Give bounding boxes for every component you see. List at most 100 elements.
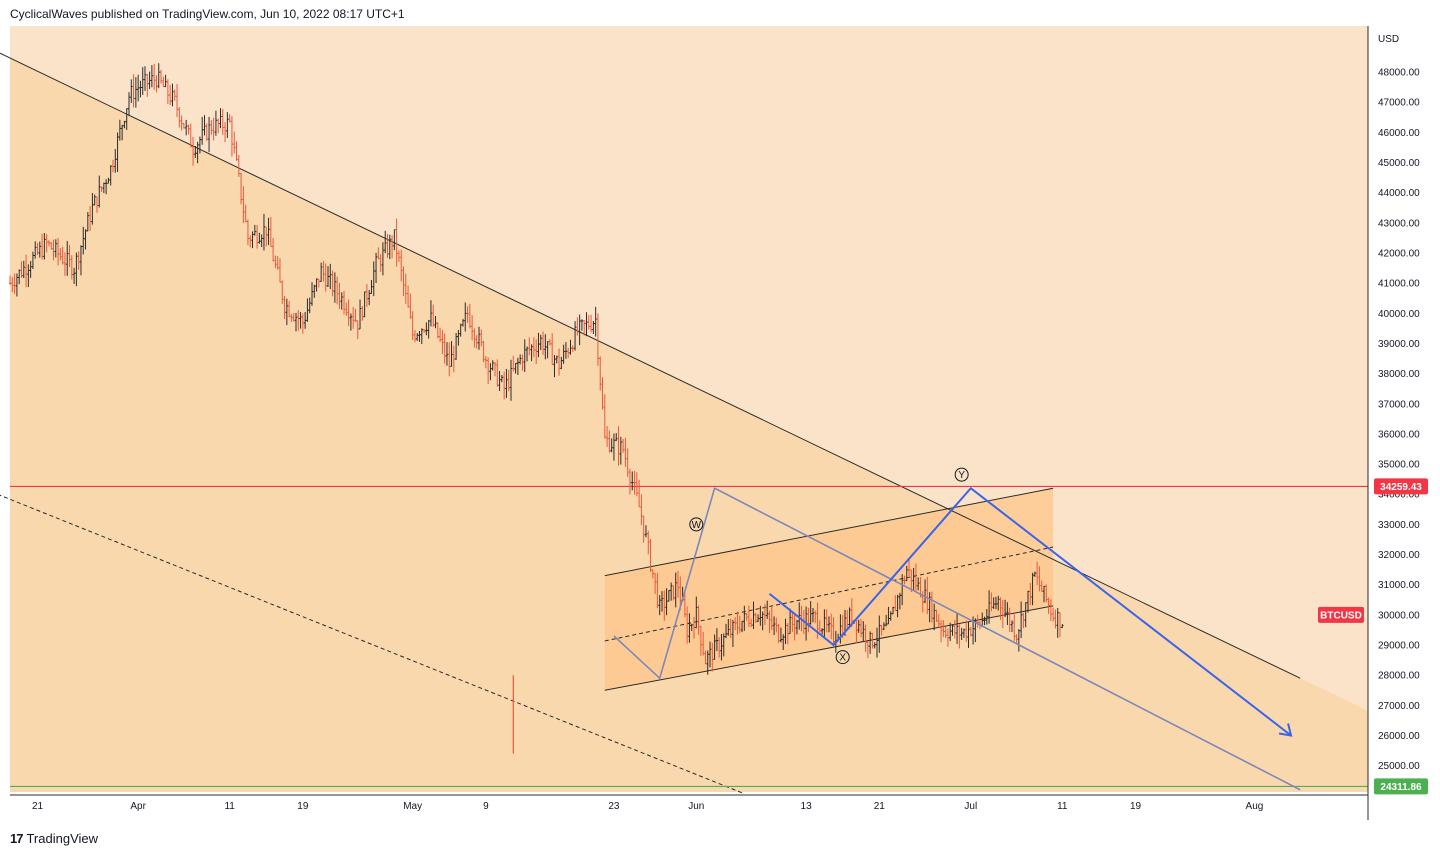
candle: [386, 233, 389, 258]
candle: [486, 357, 490, 385]
candle: [468, 303, 472, 329]
candle: [903, 575, 906, 585]
candle: [704, 650, 707, 665]
candle: [628, 468, 632, 495]
candle: [285, 298, 289, 326]
candle: [47, 240, 51, 247]
price-tick-label: 26000.00: [1378, 731, 1420, 742]
candle: [393, 229, 396, 251]
candle: [203, 115, 206, 136]
candle: [91, 193, 94, 225]
candle: [553, 355, 556, 378]
candle: [859, 619, 863, 638]
price-tick-label: 44000.00: [1378, 188, 1420, 199]
candle: [987, 590, 991, 624]
candle: [27, 264, 30, 288]
candle: [262, 213, 266, 251]
candle: [20, 261, 23, 278]
candle: [990, 592, 993, 612]
candle: [914, 563, 918, 591]
candle: [1040, 580, 1043, 592]
candle: [777, 624, 780, 644]
candle: [942, 620, 945, 638]
candle: [134, 77, 138, 108]
price-tick-label: 47000.00: [1378, 98, 1420, 109]
candle: [370, 280, 373, 294]
candle: [454, 332, 458, 360]
candle: [8, 275, 12, 285]
candle: [766, 600, 769, 619]
candle: [358, 299, 362, 330]
candle: [669, 582, 673, 601]
candle: [846, 610, 849, 629]
candle: [608, 430, 611, 453]
candle: [820, 628, 824, 635]
candle: [381, 242, 385, 276]
candle: [372, 261, 375, 297]
candle: [267, 217, 270, 246]
candle: [562, 344, 565, 364]
candle: [159, 69, 163, 84]
candle: [187, 124, 190, 135]
candle: [107, 177, 110, 184]
candle: [45, 233, 48, 253]
candle: [692, 616, 696, 639]
candle: [278, 258, 282, 283]
price-tag-box: [1374, 778, 1428, 795]
candle: [994, 596, 998, 610]
candle: [303, 311, 307, 329]
candle: [873, 642, 876, 649]
candle: [1026, 590, 1030, 613]
candle: [1061, 624, 1064, 629]
candle: [880, 625, 883, 636]
candle: [143, 66, 147, 91]
candle: [244, 204, 247, 223]
tradingview-brand[interactable]: TradingView: [26, 830, 99, 846]
candle: [500, 375, 504, 383]
candle: [310, 282, 314, 306]
candle: [715, 628, 719, 652]
candle: [301, 313, 305, 334]
candle: [171, 83, 174, 107]
candle: [544, 334, 547, 360]
candle: [390, 235, 394, 259]
candle: [976, 614, 979, 628]
candle: [294, 312, 298, 332]
candle: [683, 589, 687, 618]
price-tick-label: 37000.00: [1378, 399, 1420, 410]
candle: [727, 618, 730, 636]
price-tick-label: 46000.00: [1378, 128, 1420, 139]
candle: [528, 337, 531, 356]
candle: [326, 266, 330, 287]
candle: [61, 246, 64, 265]
price-tick-label: 34000.00: [1378, 490, 1420, 501]
candle: [653, 573, 657, 594]
candle: [235, 141, 238, 161]
candle: [75, 252, 78, 287]
candle: [967, 621, 970, 648]
chart-background: [10, 26, 1368, 792]
candle: [649, 539, 652, 572]
candle: [1022, 612, 1025, 629]
price-tag-label: 34259.43: [1380, 482, 1422, 493]
candle: [351, 306, 355, 329]
candle: [333, 272, 337, 303]
candle: [631, 471, 634, 491]
candle: [340, 292, 343, 310]
candle: [594, 306, 597, 337]
candle: [194, 145, 197, 158]
candle: [52, 239, 55, 261]
candle: [534, 339, 538, 364]
candle: [933, 603, 936, 631]
candle: [523, 339, 526, 373]
candle: [459, 323, 462, 337]
candle: [672, 585, 675, 601]
candle: [745, 612, 748, 621]
price-tick-label: 43000.00: [1378, 218, 1420, 229]
candle: [434, 315, 437, 329]
time-tick-label: 13: [801, 801, 813, 812]
candle: [530, 344, 533, 362]
candle: [717, 637, 721, 658]
wave-label-text: X: [839, 653, 846, 664]
